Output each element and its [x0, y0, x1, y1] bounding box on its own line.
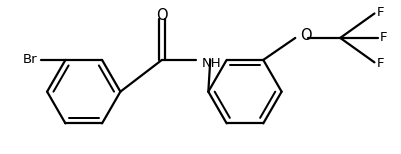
Text: F: F [379, 31, 386, 44]
Text: Br: Br [23, 53, 37, 66]
Text: O: O [156, 8, 167, 23]
Text: NH: NH [201, 57, 221, 70]
Text: O: O [299, 28, 310, 43]
Text: F: F [375, 6, 383, 19]
Text: F: F [375, 57, 383, 70]
